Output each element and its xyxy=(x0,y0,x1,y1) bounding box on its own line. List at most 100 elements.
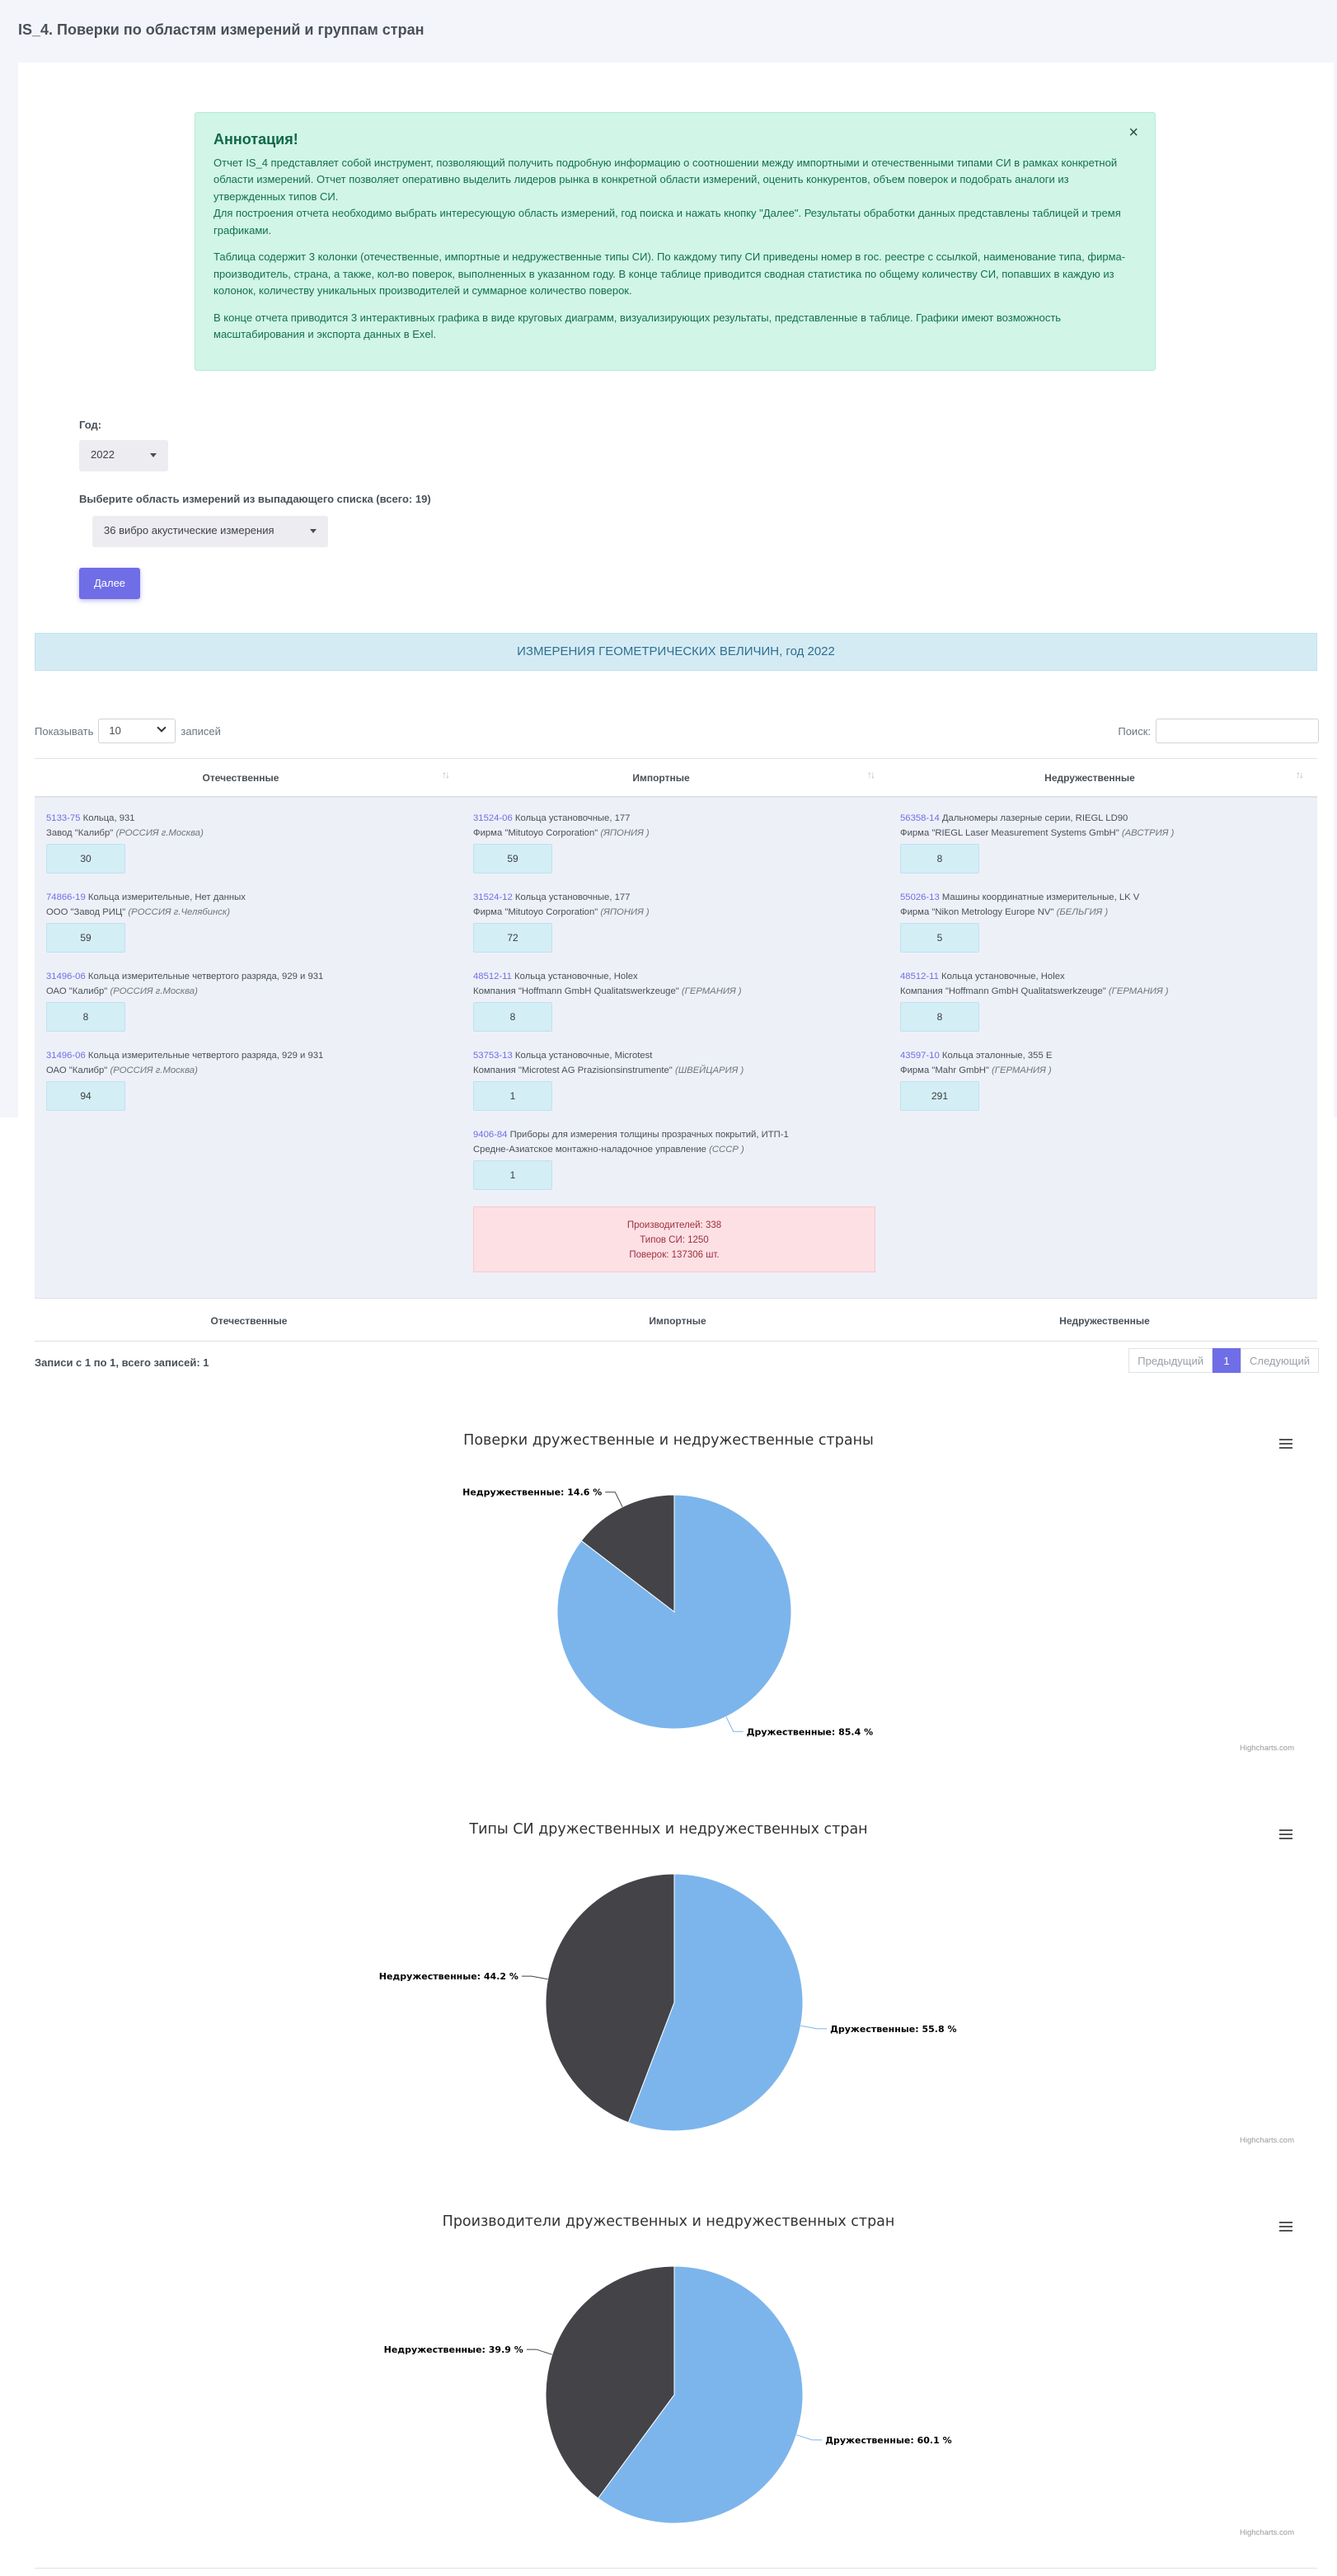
maker-name: ООО "Завод РИЦ" xyxy=(46,907,126,917)
annotation-paragraph-1: Отчет IS_4 представляет собой инструмент… xyxy=(213,156,1118,203)
area-banner: ИЗМЕРЕНИЯ ГЕОМЕТРИЧЕСКИХ ВЕЛИЧИН, год 20… xyxy=(35,633,1317,671)
registry-link[interactable]: 31496-06 xyxy=(46,1051,86,1061)
registry-link[interactable]: 31524-12 xyxy=(473,892,513,902)
registry-link[interactable]: 43597-10 xyxy=(900,1051,940,1061)
prev-page-button[interactable]: Предыдущий xyxy=(1128,1348,1213,1373)
country: (ГЕРМАНИЯ ) xyxy=(1108,986,1169,996)
annotation-alert: × Аннотация! Отчет IS_4 представляет соб… xyxy=(195,112,1156,371)
connector-line xyxy=(521,1975,548,1980)
summary-checks: Поверок: 137306 шт. xyxy=(629,1250,720,1260)
pie-chart-types: Типы СИ дружественных и недружественных … xyxy=(0,1810,1337,2156)
annotation-paragraph-2: Таблица содержит 3 колонки (отечественны… xyxy=(213,251,1126,297)
area-select-value: 36 вибро акустические измерения xyxy=(104,524,274,536)
country: (ЯПОНИЯ ) xyxy=(600,828,650,838)
type-name: Кольца измерительные, Нет данных xyxy=(87,892,246,902)
chart-menu-icon[interactable] xyxy=(1279,1829,1292,1839)
country: (ГЕРМАНИЯ ) xyxy=(681,986,742,996)
pie-slice-unfriendly[interactable] xyxy=(545,1873,675,2124)
connector-line xyxy=(796,2434,823,2441)
pie-svg: Дружественные: 55.8 % Недружественные: 44… xyxy=(379,1873,956,2132)
type-name: Кольца измерительные четвертого разряда,… xyxy=(87,972,324,981)
page-length-select[interactable]: 10 xyxy=(98,719,176,743)
list-item: 56358-14 Дальномеры лазерные серии, RIEG… xyxy=(900,811,1174,873)
data-label: Недружественные: 39.9 % xyxy=(384,2344,523,2355)
pie-svg: Дружественные: 60.1 % Недружественные: 39… xyxy=(384,2265,952,2524)
type-name: Машины координатные измерительные, LK V xyxy=(941,892,1140,902)
count-badge: 59 xyxy=(473,844,552,873)
registry-link[interactable]: 9406-84 xyxy=(473,1130,508,1140)
chart-menu-icon[interactable] xyxy=(1279,2222,1292,2232)
connector-line xyxy=(526,2349,552,2355)
registry-link[interactable]: 74866-19 xyxy=(46,892,86,902)
page-length-value: 10 xyxy=(109,724,121,737)
chevron-down-icon xyxy=(157,723,167,733)
list-item: 43597-10 Кольца эталонные, 355 E Фирма "… xyxy=(900,1048,1052,1111)
area-select[interactable]: 36 вибро акустические измерения xyxy=(92,516,328,547)
year-select[interactable]: 2022 xyxy=(79,440,168,471)
count-badge: 1 xyxy=(473,1081,552,1111)
maker-name: Фирма "Nikon Metrology Europe NV" xyxy=(900,907,1054,917)
next-button[interactable]: Далее xyxy=(79,568,140,599)
type-name: Кольца установочные, 177 xyxy=(514,892,631,902)
maker-name: Фирма "Mitutoyo Corporation" xyxy=(473,828,598,838)
list-item: 31496-06 Кольца измерительные четвертого… xyxy=(46,969,323,1032)
caret-down-icon xyxy=(310,529,317,533)
count-badge: 291 xyxy=(900,1081,979,1111)
column-header-label: Недружественные xyxy=(1044,772,1135,784)
pie-slice-friendly[interactable] xyxy=(597,2265,804,2524)
country: (ГЕРМАНИЯ ) xyxy=(992,1066,1052,1075)
registry-link[interactable]: 55026-13 xyxy=(900,892,940,902)
data-label: Дружественные: 55.8 % xyxy=(830,2024,956,2035)
page-1-button[interactable]: 1 xyxy=(1213,1348,1241,1373)
maker-name: ОАО "Калибр" xyxy=(46,986,108,996)
column-header-domestic[interactable]: Отечественные xyxy=(35,759,447,797)
pie-slice-friendly[interactable] xyxy=(627,1873,804,2132)
list-item: 53753-13 Кольца установочные, Microtest … xyxy=(473,1048,744,1111)
country: (РОССИЯ г.Москва) xyxy=(110,986,198,996)
sort-icon[interactable]: ↑↓ xyxy=(1296,769,1304,780)
count-badge: 8 xyxy=(900,844,979,873)
registry-link[interactable]: 31524-06 xyxy=(473,813,513,823)
registry-link[interactable]: 5133-75 xyxy=(46,813,81,823)
maker-name: Фирма "RIEGL Laser Measurement Systems G… xyxy=(900,828,1119,838)
chart-credits[interactable]: Highcharts.com xyxy=(1240,2136,1294,2145)
chart-credits[interactable]: Highcharts.com xyxy=(1240,2528,1294,2537)
registry-link[interactable]: 48512-11 xyxy=(900,972,939,981)
caret-down-icon xyxy=(150,453,157,457)
next-page-button[interactable]: Следующий xyxy=(1241,1348,1319,1373)
count-badge: 59 xyxy=(46,923,125,953)
chart-credits[interactable]: Highcharts.com xyxy=(1240,1744,1294,1753)
registry-link[interactable]: 56358-14 xyxy=(900,813,940,823)
pie-chart-checks: Поверки дружественные и недружественные … xyxy=(0,1417,1337,1763)
type-name: Кольца измерительные четвертого разряда,… xyxy=(87,1051,324,1061)
year-select-value: 2022 xyxy=(91,448,115,461)
count-badge: 8 xyxy=(900,1002,979,1032)
maker-name: Завод "Калибр" xyxy=(46,828,114,838)
search-control: Поиск: xyxy=(1118,719,1319,743)
registry-link[interactable]: 53753-13 xyxy=(473,1051,513,1061)
count-badge: 8 xyxy=(46,1002,125,1032)
page-length-control: Показывать 10 записей xyxy=(35,719,221,743)
country: (РОССИЯ г.Москва) xyxy=(115,828,204,838)
registry-link[interactable]: 31496-06 xyxy=(46,972,86,981)
maker-name: Фирма "Mahr GmbH" xyxy=(900,1066,989,1075)
chart-title: Поверки дружественные и недружественные … xyxy=(463,1432,874,1449)
sort-icon[interactable]: ↑↓ xyxy=(867,769,875,780)
page-title: IS_4. Поверки по областям измерений и гр… xyxy=(18,21,425,38)
connector-line xyxy=(605,1492,623,1507)
close-icon[interactable]: × xyxy=(1128,124,1138,142)
search-input[interactable] xyxy=(1156,719,1319,743)
chart-menu-icon[interactable] xyxy=(1279,1439,1292,1449)
column-footer-domestic: Отечественные xyxy=(210,1315,288,1327)
column-header-imported[interactable]: Импортные xyxy=(455,759,867,797)
list-item: 48512-11 Кольца установочные, Holex Комп… xyxy=(900,969,1169,1032)
sort-icon[interactable]: ↑↓ xyxy=(442,769,450,780)
country: (РОССИЯ г.Челябинск) xyxy=(128,907,230,917)
summary-makers: Производителей: 338 xyxy=(626,1220,722,1230)
records-info: Записи с 1 по 1, всего записей: 1 xyxy=(35,1356,209,1369)
column-header-unfriendly[interactable]: Недружественные xyxy=(884,759,1296,797)
type-name: Кольца установочные, Holex xyxy=(514,972,638,981)
list-item: 74866-19 Кольца измерительные, Нет данны… xyxy=(46,890,246,953)
registry-link[interactable]: 48512-11 xyxy=(473,972,512,981)
count-badge: 8 xyxy=(473,1002,552,1032)
